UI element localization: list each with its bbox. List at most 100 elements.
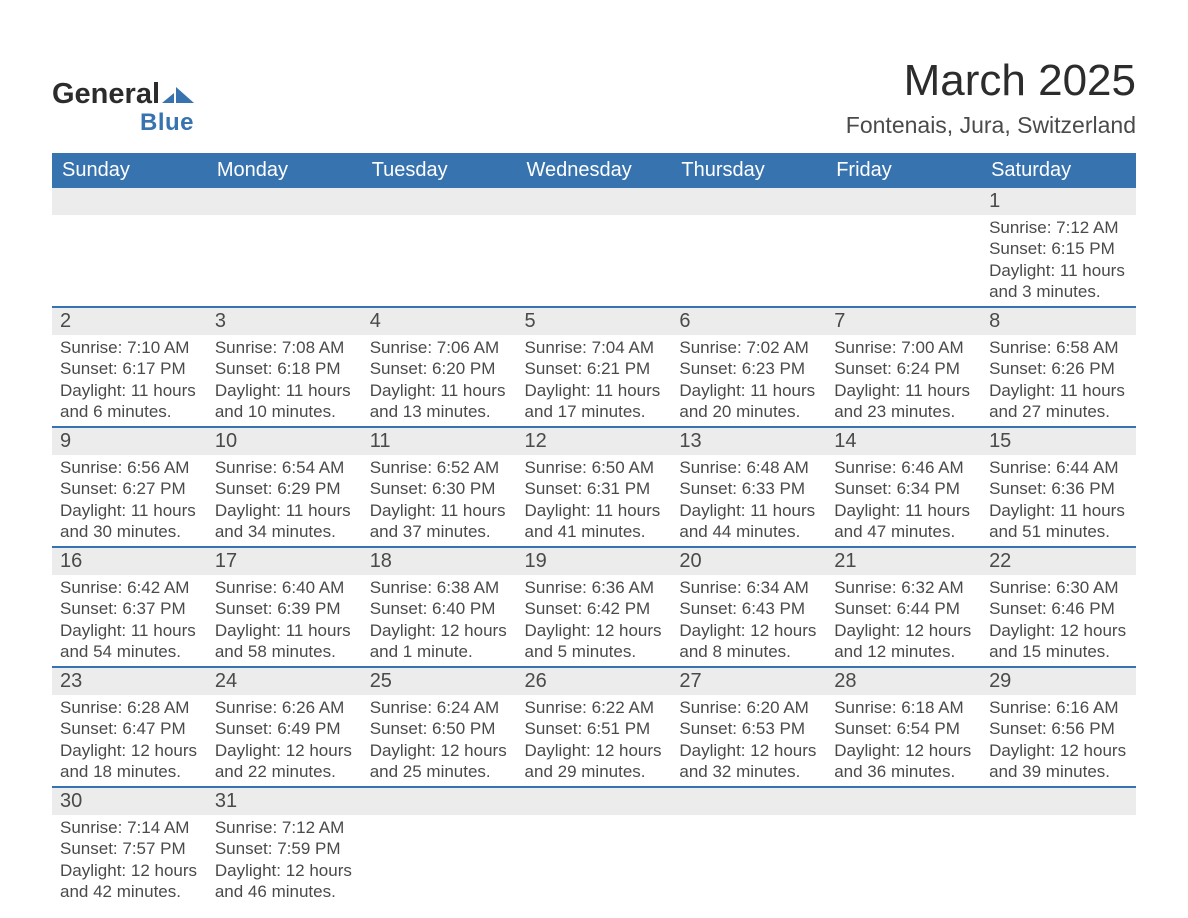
- sunrise-text: Sunrise: 6:38 AM: [370, 577, 509, 598]
- day-number-cell: 20: [671, 547, 826, 575]
- calendar-table: Sunday Monday Tuesday Wednesday Thursday…: [52, 153, 1136, 906]
- title-block: March 2025 Fontenais, Jura, Switzerland: [846, 56, 1136, 139]
- sunrise-text: Sunrise: 6:44 AM: [989, 457, 1128, 478]
- day-detail-cell: Sunrise: 6:48 AMSunset: 6:33 PMDaylight:…: [671, 455, 826, 547]
- sunrise-text: Sunrise: 6:16 AM: [989, 697, 1128, 718]
- sunrise-text: Sunrise: 6:32 AM: [834, 577, 973, 598]
- sunset-text: Sunset: 6:21 PM: [525, 358, 664, 379]
- daylight-text: and 1 minute.: [370, 641, 509, 662]
- day-detail-cell: Sunrise: 7:04 AMSunset: 6:21 PMDaylight:…: [517, 335, 672, 427]
- sunset-text: Sunset: 6:44 PM: [834, 598, 973, 619]
- sunrise-text: Sunrise: 7:10 AM: [60, 337, 199, 358]
- daylight-text: and 51 minutes.: [989, 521, 1128, 542]
- day-number-cell: 27: [671, 667, 826, 695]
- daylight-text: Daylight: 11 hours: [215, 620, 354, 641]
- day-detail-cell: [52, 215, 207, 307]
- sunrise-text: Sunrise: 6:48 AM: [679, 457, 818, 478]
- day-detail-cell: Sunrise: 6:36 AMSunset: 6:42 PMDaylight:…: [517, 575, 672, 667]
- sunrise-text: Sunrise: 6:52 AM: [370, 457, 509, 478]
- daylight-text: Daylight: 11 hours: [989, 260, 1128, 281]
- sunrise-text: Sunrise: 7:02 AM: [679, 337, 818, 358]
- sunset-text: Sunset: 6:42 PM: [525, 598, 664, 619]
- daylight-text: Daylight: 11 hours: [834, 380, 973, 401]
- day-detail-row: Sunrise: 7:14 AMSunset: 7:57 PMDaylight:…: [52, 815, 1136, 906]
- daylight-text: and 3 minutes.: [989, 281, 1128, 302]
- daylight-text: and 27 minutes.: [989, 401, 1128, 422]
- sunset-text: Sunset: 6:24 PM: [834, 358, 973, 379]
- daylight-text: Daylight: 11 hours: [679, 500, 818, 521]
- daylight-text: and 37 minutes.: [370, 521, 509, 542]
- day-detail-cell: Sunrise: 7:12 AMSunset: 7:59 PMDaylight:…: [207, 815, 362, 906]
- weekday-header-row: Sunday Monday Tuesday Wednesday Thursday…: [52, 153, 1136, 188]
- daylight-text: and 8 minutes.: [679, 641, 818, 662]
- sunset-text: Sunset: 7:57 PM: [60, 838, 199, 859]
- daylight-text: and 22 minutes.: [215, 761, 354, 782]
- sunset-text: Sunset: 6:54 PM: [834, 718, 973, 739]
- day-detail-cell: Sunrise: 6:18 AMSunset: 6:54 PMDaylight:…: [826, 695, 981, 787]
- weekday-header: Friday: [826, 153, 981, 188]
- day-detail-cell: [826, 215, 981, 307]
- sunrise-text: Sunrise: 6:22 AM: [525, 697, 664, 718]
- day-number-cell: 13: [671, 427, 826, 455]
- sunrise-text: Sunrise: 7:06 AM: [370, 337, 509, 358]
- sunrise-text: Sunrise: 6:42 AM: [60, 577, 199, 598]
- brand-text-blue: Blue: [52, 109, 194, 137]
- daylight-text: and 20 minutes.: [679, 401, 818, 422]
- day-number-cell: 19: [517, 547, 672, 575]
- daylight-text: and 5 minutes.: [525, 641, 664, 662]
- daylight-text: Daylight: 12 hours: [60, 860, 199, 881]
- day-detail-cell: Sunrise: 7:00 AMSunset: 6:24 PMDaylight:…: [826, 335, 981, 427]
- sunrise-text: Sunrise: 7:08 AM: [215, 337, 354, 358]
- daylight-text: Daylight: 12 hours: [834, 740, 973, 761]
- sunrise-text: Sunrise: 6:18 AM: [834, 697, 973, 718]
- day-detail-cell: [981, 815, 1136, 906]
- daylight-text: and 18 minutes.: [60, 761, 199, 782]
- day-detail-cell: Sunrise: 6:38 AMSunset: 6:40 PMDaylight:…: [362, 575, 517, 667]
- day-detail-cell: Sunrise: 6:44 AMSunset: 6:36 PMDaylight:…: [981, 455, 1136, 547]
- day-number-cell: 17: [207, 547, 362, 575]
- daylight-text: Daylight: 11 hours: [215, 500, 354, 521]
- page-title: March 2025: [846, 56, 1136, 106]
- day-number-cell: 30: [52, 787, 207, 815]
- brand-logo-top: General: [52, 78, 194, 111]
- day-number-cell: [362, 787, 517, 815]
- day-number-cell: 5: [517, 307, 672, 335]
- sunrise-text: Sunrise: 6:56 AM: [60, 457, 199, 478]
- sunrise-text: Sunrise: 6:54 AM: [215, 457, 354, 478]
- day-number-cell: [362, 188, 517, 215]
- daylight-text: Daylight: 11 hours: [215, 380, 354, 401]
- sunset-text: Sunset: 6:40 PM: [370, 598, 509, 619]
- sunset-text: Sunset: 6:27 PM: [60, 478, 199, 499]
- day-number-cell: 2: [52, 307, 207, 335]
- sunset-text: Sunset: 6:49 PM: [215, 718, 354, 739]
- day-detail-cell: Sunrise: 6:32 AMSunset: 6:44 PMDaylight:…: [826, 575, 981, 667]
- sunset-text: Sunset: 6:37 PM: [60, 598, 199, 619]
- day-number-cell: 25: [362, 667, 517, 695]
- day-number-cell: 1: [981, 188, 1136, 215]
- daylight-text: and 13 minutes.: [370, 401, 509, 422]
- sunset-text: Sunset: 7:59 PM: [215, 838, 354, 859]
- day-number-cell: 21: [826, 547, 981, 575]
- sunset-text: Sunset: 6:39 PM: [215, 598, 354, 619]
- daylight-text: and 36 minutes.: [834, 761, 973, 782]
- daylight-text: Daylight: 11 hours: [834, 500, 973, 521]
- day-detail-cell: [207, 215, 362, 307]
- day-number-cell: 12: [517, 427, 672, 455]
- daylight-text: and 23 minutes.: [834, 401, 973, 422]
- sunset-text: Sunset: 6:47 PM: [60, 718, 199, 739]
- sunrise-text: Sunrise: 6:58 AM: [989, 337, 1128, 358]
- weekday-header: Thursday: [671, 153, 826, 188]
- sunrise-text: Sunrise: 7:14 AM: [60, 817, 199, 838]
- day-detail-cell: Sunrise: 6:26 AMSunset: 6:49 PMDaylight:…: [207, 695, 362, 787]
- day-number-cell: 31: [207, 787, 362, 815]
- daylight-text: Daylight: 11 hours: [370, 380, 509, 401]
- sunset-text: Sunset: 6:56 PM: [989, 718, 1128, 739]
- day-detail-cell: Sunrise: 7:14 AMSunset: 7:57 PMDaylight:…: [52, 815, 207, 906]
- day-number-cell: 26: [517, 667, 672, 695]
- daylight-text: Daylight: 12 hours: [525, 620, 664, 641]
- day-number-cell: 3: [207, 307, 362, 335]
- day-detail-cell: Sunrise: 6:52 AMSunset: 6:30 PMDaylight:…: [362, 455, 517, 547]
- day-detail-cell: Sunrise: 6:16 AMSunset: 6:56 PMDaylight:…: [981, 695, 1136, 787]
- day-number-cell: 24: [207, 667, 362, 695]
- day-detail-cell: Sunrise: 6:54 AMSunset: 6:29 PMDaylight:…: [207, 455, 362, 547]
